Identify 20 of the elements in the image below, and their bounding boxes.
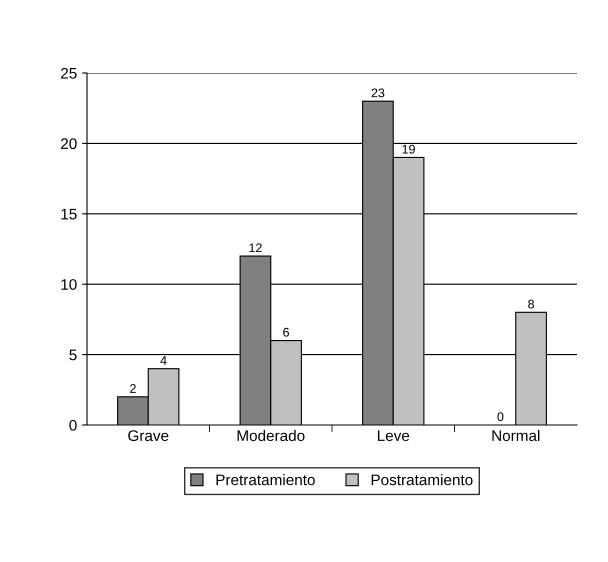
y-tick-label: 0 — [69, 420, 77, 431]
legend-label: Postratamiento — [372, 474, 473, 486]
legend-label: Pretratamiento — [216, 474, 315, 486]
y-tick-label: 10 — [61, 279, 77, 290]
y-tick-label: 15 — [61, 208, 77, 220]
data-label: 2 — [130, 384, 136, 393]
y-tick-label: 25 — [61, 68, 77, 79]
y-tick-label: 5 — [69, 350, 77, 360]
data-label: 4 — [160, 356, 167, 365]
data-label: 8 — [528, 300, 534, 308]
data-label: 19 — [402, 144, 415, 154]
data-label: 12 — [249, 243, 262, 252]
x-tick-label: Moderado — [238, 430, 305, 442]
data-label: 23 — [372, 88, 384, 98]
x-tick-label: Normal — [492, 430, 540, 442]
y-tick-label: 20 — [61, 138, 77, 150]
data-label: 6 — [283, 328, 289, 337]
x-tick-label: Leve — [378, 430, 410, 442]
x-tick-label: Grave — [128, 430, 168, 442]
data-label: 0 — [497, 412, 504, 422]
